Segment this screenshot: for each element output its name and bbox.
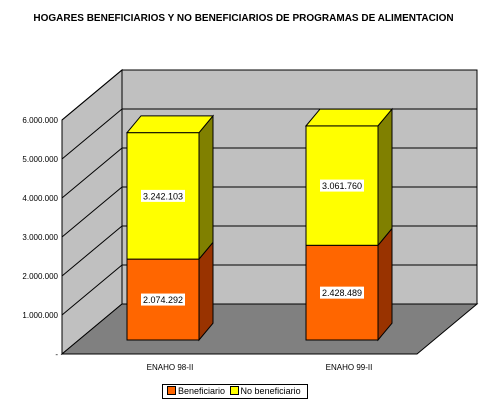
y-tick-label: 5.000.000 [22, 155, 58, 164]
y-tick-label: 6.000.000 [22, 116, 58, 125]
chart-legend: Beneficiario No beneficiario [162, 384, 308, 399]
legend-swatch-beneficiario [167, 386, 176, 395]
y-tick-label: 4.000.000 [22, 194, 58, 203]
legend-swatch-no-beneficiario [229, 386, 239, 395]
x-tick-label: ENAHO 98-II [147, 363, 194, 372]
y-tick-label: - [55, 350, 58, 359]
y-tick-label: 3.000.000 [22, 233, 58, 242]
data-label-box [320, 179, 364, 192]
gridline-side [61, 264, 123, 316]
legend-label-no-beneficiario: No beneficiario [240, 386, 301, 396]
bar-side-1-1 [377, 107, 393, 247]
data-label: 2.074.292 [143, 295, 183, 305]
legend-item-no-beneficiario: No beneficiario [229, 386, 301, 397]
gridline-side [61, 69, 123, 121]
data-label: 2.428.489 [322, 288, 362, 298]
bar-side-0-1 [377, 227, 393, 342]
gridline-side [61, 225, 123, 277]
data-label: 3.242.103 [143, 191, 183, 201]
data-label-box [141, 293, 185, 306]
chart-floor [60, 303, 479, 355]
bar-side-1-0 [198, 114, 214, 261]
data-label-box [141, 189, 185, 202]
x-tick-label: ENAHO 99-II [326, 363, 373, 372]
bar-top-1 [304, 108, 394, 127]
gridline-side [61, 186, 123, 238]
y-tick-label: 1.000.000 [22, 311, 58, 320]
legend-item-beneficiario: Beneficiario [167, 386, 225, 397]
bar-top-0 [125, 115, 215, 134]
gridline-side [61, 108, 123, 160]
data-label: 3.061.760 [322, 181, 362, 191]
legend-label-beneficiario: Beneficiario [178, 386, 226, 396]
y-tick-label: 2.000.000 [22, 272, 58, 281]
gridline-side [61, 147, 123, 199]
data-label-box [320, 286, 364, 299]
chart-title: HOGARES BENEFICIARIOS Y NO BENEFICIARIOS… [33, 13, 454, 24]
